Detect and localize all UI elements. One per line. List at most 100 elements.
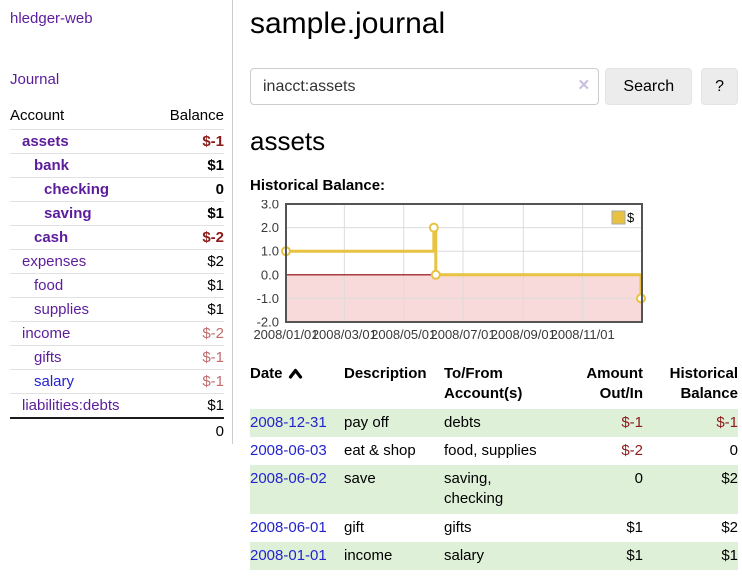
- transaction-accounts: saving, checking: [444, 470, 504, 508]
- account-link[interactable]: salary: [34, 373, 75, 390]
- transaction-date-link[interactable]: 2008-06-03: [250, 441, 327, 459]
- account-link[interactable]: expenses: [22, 253, 87, 270]
- account-row: expenses $2: [10, 249, 224, 274]
- accounts-table: Account Balance assets $-1 bank $1 checking 0…: [10, 103, 224, 444]
- transaction-description: save: [344, 470, 376, 487]
- transaction-balance: $2: [721, 518, 738, 536]
- register-header-date-label: Date: [250, 365, 283, 382]
- accounts-header-balance: Balance: [169, 107, 224, 124]
- account-balance: $-1: [153, 369, 224, 394]
- chart-heading: Historical Balance:: [250, 177, 386, 194]
- accounts-header-row: Account Balance: [10, 103, 224, 130]
- account-link[interactable]: saving: [44, 205, 92, 222]
- account-balance: $-1: [153, 345, 224, 370]
- legend-swatch: [611, 210, 626, 225]
- y-tick-label: 2.0: [261, 220, 279, 235]
- account-row: bank $1: [10, 153, 224, 178]
- account-balance: $1: [153, 273, 224, 298]
- search-input[interactable]: [250, 68, 600, 105]
- accounts-total-value: 0: [153, 417, 224, 444]
- balance-chart: $3.0 2.0 1.0 0.0 -1.0 -2.02008/01/012008/03/0…: [253, 200, 647, 342]
- account-link[interactable]: cash: [34, 229, 69, 246]
- account-link[interactable]: assets: [22, 133, 69, 150]
- account-row: checking 0: [10, 177, 224, 202]
- sidebar-item-journal[interactable]: Journal: [10, 71, 60, 88]
- account-row: assets $-1: [10, 129, 224, 154]
- help-button[interactable]: ?: [701, 68, 738, 105]
- y-tick-label: -1.0: [257, 291, 279, 306]
- search-button[interactable]: Search: [605, 68, 693, 105]
- register-header-row: Date Description To/From Account(s) Amou…: [250, 362, 738, 409]
- x-tick-label: 2008/09/01: [491, 327, 556, 342]
- account-balance: $-2: [153, 321, 224, 346]
- register-row: 2008-06-02 save saving, checking 0 $2: [250, 465, 738, 514]
- transaction-accounts: salary: [444, 546, 485, 564]
- account-row: saving $1: [10, 201, 224, 226]
- transaction-accounts: debts: [444, 413, 481, 431]
- legend-label: $: [627, 210, 635, 225]
- account-link[interactable]: gifts: [34, 349, 62, 366]
- chart-border: [285, 203, 643, 323]
- main-content: sample.journal × Search ? assets Histori…: [233, 0, 742, 570]
- clear-search-icon[interactable]: ×: [578, 75, 590, 96]
- search-bar: × Search ?: [250, 68, 738, 105]
- register-header-account: To/From Account(s): [444, 365, 523, 403]
- transaction-amount: 0: [634, 470, 643, 487]
- account-link[interactable]: income: [22, 325, 71, 342]
- y-tick-label: 0.0: [261, 267, 279, 282]
- account-balance: $1: [153, 153, 224, 178]
- transaction-description: gift: [344, 518, 365, 536]
- register-header-balance: Historical Balance: [669, 365, 738, 403]
- account-link[interactable]: liabilities:debts: [22, 397, 120, 414]
- x-tick-label: 2008/03/01: [312, 327, 377, 342]
- transaction-accounts: gifts: [444, 518, 472, 536]
- x-tick-label: 2008/05/01: [371, 327, 436, 342]
- account-row: liabilities:debts $1: [10, 393, 224, 418]
- account-row: income $-2: [10, 321, 224, 346]
- transaction-balance: $2: [721, 470, 738, 487]
- account-link[interactable]: bank: [34, 157, 70, 174]
- transaction-accounts: food, supplies: [444, 441, 537, 459]
- transaction-amount: $-2: [621, 441, 643, 459]
- account-balance: $-2: [153, 225, 224, 250]
- account-heading: assets: [250, 126, 326, 156]
- chart-data-point: [428, 222, 439, 233]
- transaction-description: income: [344, 546, 393, 564]
- account-row: cash $-2: [10, 225, 224, 250]
- y-tick-label: 3.0: [261, 200, 279, 212]
- transaction-date-link[interactable]: 2008-06-02: [250, 470, 327, 487]
- register-row: 2008-12-31 pay off debts $-1 $-1: [250, 408, 738, 437]
- transaction-amount: $1: [626, 518, 643, 536]
- chart-data-point: [430, 269, 441, 280]
- account-balance: $-1: [153, 129, 224, 154]
- register-header-date[interactable]: Date: [250, 362, 344, 409]
- account-balance: 0: [153, 177, 224, 202]
- register-table: Date Description To/From Account(s) Amou…: [250, 362, 738, 570]
- account-link[interactable]: supplies: [34, 301, 90, 318]
- transaction-date-link[interactable]: 2008-01-01: [250, 546, 327, 564]
- transaction-balance: $1: [721, 546, 738, 564]
- account-balance: $1: [153, 393, 224, 418]
- account-link[interactable]: food: [34, 277, 64, 294]
- accounts-total-row: 0: [10, 417, 224, 444]
- app-title-link[interactable]: hledger-web: [10, 10, 93, 27]
- transaction-description: eat & shop: [344, 441, 416, 459]
- sort-ascending-icon: [288, 368, 302, 379]
- register-row: 2008-01-01 income salary $1 $1: [250, 541, 738, 570]
- register-header-amount: Amount Out/In: [586, 365, 643, 403]
- transaction-date-link[interactable]: 2008-12-31: [250, 413, 327, 431]
- account-link[interactable]: checking: [44, 181, 110, 198]
- account-balance: $1: [153, 201, 224, 226]
- account-row: supplies $1: [10, 297, 224, 322]
- accounts-tbody: assets $-1 bank $1 checking 0 saving $1 cash $-2 e…: [10, 129, 224, 418]
- account-row: gifts $-1: [10, 345, 224, 370]
- search-input-wrap: ×: [250, 68, 600, 105]
- register-tbody: 2008-12-31 pay off debts $-1 $-1 2008-06-03 ea…: [250, 408, 738, 570]
- page-title: sample.journal: [250, 7, 446, 40]
- sidebar: hledger-web Journal Account Balance asse…: [0, 0, 233, 444]
- register-row: 2008-06-01 gift gifts $1 $2: [250, 514, 738, 542]
- transaction-date-link[interactable]: 2008-06-01: [250, 518, 327, 536]
- account-row: salary $-1: [10, 369, 224, 394]
- accounts-header-account: Account: [10, 107, 65, 124]
- x-tick-label: 2008/01/01: [253, 327, 318, 342]
